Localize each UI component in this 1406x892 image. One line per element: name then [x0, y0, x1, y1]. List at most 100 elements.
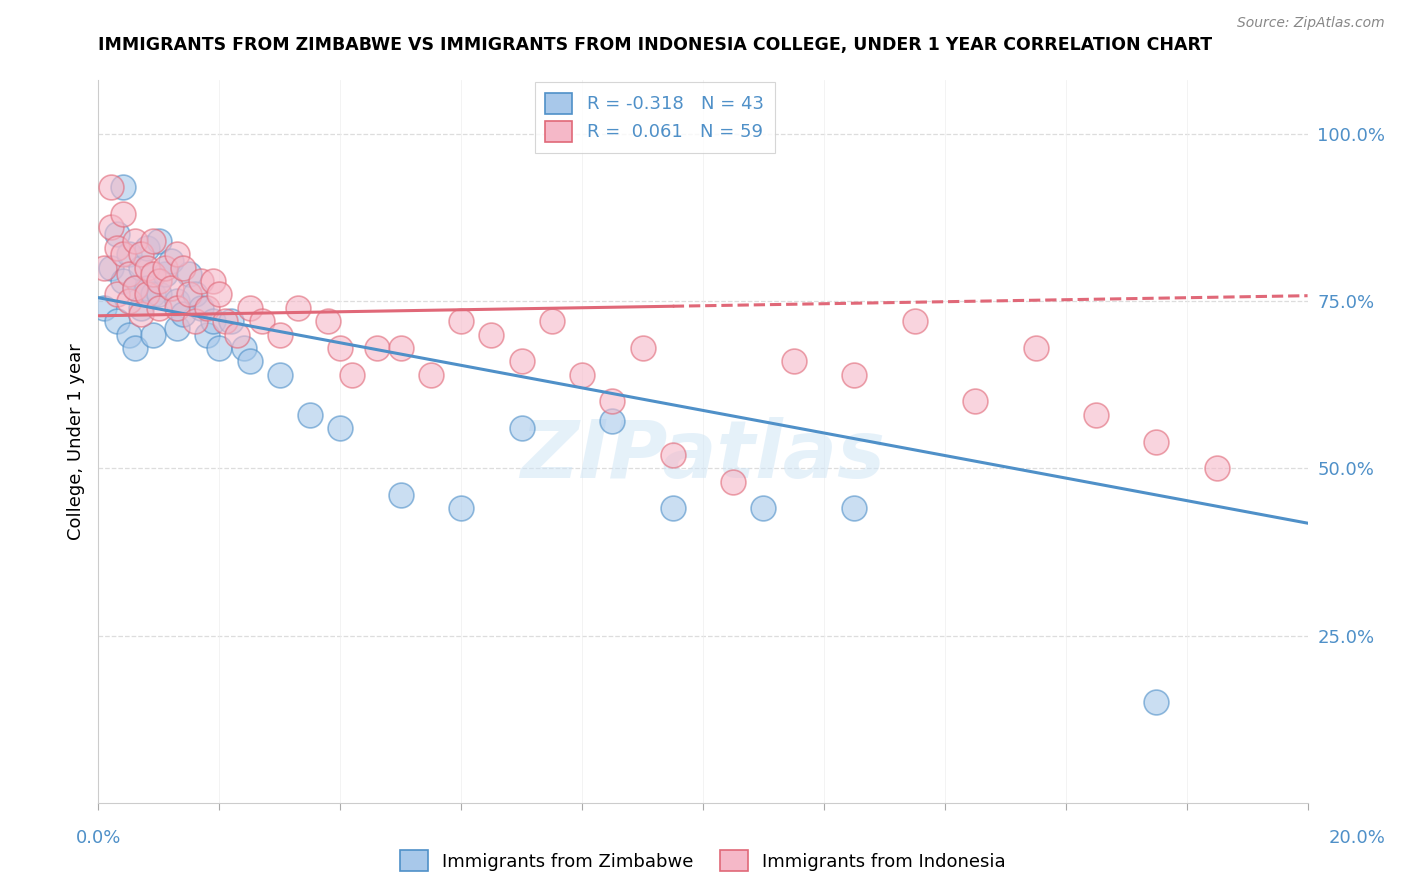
- Point: [250, 314, 273, 328]
- Point: [232, 341, 254, 355]
- Text: IMMIGRANTS FROM ZIMBABWE VS IMMIGRANTS FROM INDONESIA COLLEGE, UNDER 1 YEAR CORR: IMMIGRANTS FROM ZIMBABWE VS IMMIGRANTS F…: [98, 36, 1212, 54]
- Point: [602, 414, 624, 429]
- Point: [269, 327, 291, 342]
- Point: [142, 287, 165, 301]
- Point: [124, 341, 146, 355]
- Point: [93, 260, 115, 275]
- Point: [661, 501, 683, 516]
- Point: [190, 274, 212, 288]
- Point: [179, 268, 201, 282]
- Point: [111, 274, 134, 288]
- Point: [844, 501, 866, 516]
- Point: [100, 260, 122, 275]
- Point: [105, 227, 128, 242]
- Point: [1024, 341, 1046, 355]
- Point: [148, 287, 170, 301]
- Point: [129, 247, 152, 261]
- Point: [105, 314, 128, 328]
- Point: [118, 268, 141, 282]
- Point: [160, 281, 183, 295]
- Point: [179, 287, 201, 301]
- Legend: Immigrants from Zimbabwe, Immigrants from Indonesia: Immigrants from Zimbabwe, Immigrants fro…: [394, 843, 1012, 879]
- Point: [129, 301, 152, 315]
- Point: [287, 301, 309, 315]
- Point: [135, 281, 157, 295]
- Point: [602, 394, 624, 409]
- Point: [135, 287, 157, 301]
- Point: [160, 254, 183, 268]
- Point: [1206, 461, 1229, 475]
- Point: [118, 247, 141, 261]
- Point: [202, 314, 225, 328]
- Point: [329, 341, 352, 355]
- Point: [571, 368, 593, 382]
- Point: [723, 475, 745, 489]
- Point: [226, 327, 249, 342]
- Point: [100, 220, 122, 235]
- Point: [221, 314, 243, 328]
- Point: [450, 314, 472, 328]
- Point: [135, 260, 157, 275]
- Point: [100, 180, 122, 194]
- Point: [124, 281, 146, 295]
- Point: [148, 301, 170, 315]
- Point: [316, 314, 339, 328]
- Point: [118, 294, 141, 309]
- Point: [450, 501, 472, 516]
- Point: [142, 268, 165, 282]
- Point: [269, 368, 291, 382]
- Point: [481, 327, 503, 342]
- Point: [420, 368, 443, 382]
- Point: [172, 307, 194, 322]
- Text: 0.0%: 0.0%: [76, 829, 121, 847]
- Point: [111, 207, 134, 221]
- Text: Source: ZipAtlas.com: Source: ZipAtlas.com: [1237, 16, 1385, 29]
- Point: [844, 368, 866, 382]
- Point: [195, 327, 218, 342]
- Point: [1144, 696, 1167, 710]
- Point: [124, 281, 146, 295]
- Point: [118, 327, 141, 342]
- Point: [208, 287, 231, 301]
- Point: [202, 274, 225, 288]
- Point: [124, 234, 146, 248]
- Point: [184, 287, 207, 301]
- Point: [208, 341, 231, 355]
- Point: [111, 247, 134, 261]
- Point: [105, 287, 128, 301]
- Point: [783, 354, 806, 368]
- Point: [172, 260, 194, 275]
- Point: [142, 234, 165, 248]
- Point: [166, 294, 188, 309]
- Point: [93, 301, 115, 315]
- Point: [389, 341, 412, 355]
- Point: [148, 234, 170, 248]
- Point: [661, 448, 683, 462]
- Point: [299, 408, 322, 422]
- Point: [153, 268, 176, 282]
- Point: [195, 301, 218, 315]
- Point: [166, 301, 188, 315]
- Point: [166, 247, 188, 261]
- Text: 20.0%: 20.0%: [1329, 829, 1385, 847]
- Point: [184, 314, 207, 328]
- Point: [329, 421, 352, 435]
- Point: [153, 260, 176, 275]
- Point: [631, 341, 654, 355]
- Point: [366, 341, 388, 355]
- Y-axis label: College, Under 1 year: College, Under 1 year: [66, 343, 84, 540]
- Point: [142, 327, 165, 342]
- Point: [239, 354, 262, 368]
- Text: ZIPatlas: ZIPatlas: [520, 417, 886, 495]
- Point: [129, 260, 152, 275]
- Point: [904, 314, 927, 328]
- Point: [389, 488, 412, 502]
- Point: [214, 314, 236, 328]
- Point: [342, 368, 364, 382]
- Point: [1144, 434, 1167, 449]
- Point: [965, 394, 987, 409]
- Point: [190, 301, 212, 315]
- Point: [510, 421, 533, 435]
- Point: [105, 241, 128, 255]
- Point: [135, 241, 157, 255]
